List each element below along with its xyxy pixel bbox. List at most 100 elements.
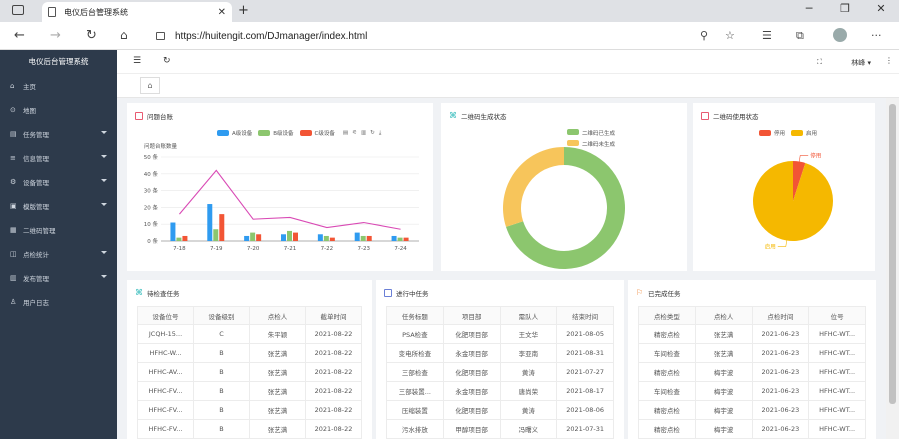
table-row[interactable]: JCQH-15... C 朱平颖 2021-08-22: [137, 324, 362, 344]
sidebar-item-label: 模版管理: [23, 203, 49, 211]
table-row[interactable]: 三部装置... 永金项目部 唐尚荣 2021-08-17: [386, 381, 614, 401]
new-tab-icon[interactable]: +: [238, 3, 249, 18]
legend-a[interactable]: A级设备: [232, 131, 253, 137]
legend-not-generated[interactable]: 二维码未生成: [582, 142, 616, 148]
table-row[interactable]: 污水排放 甲醇项目部 冯曙义 2021-07-31: [386, 419, 614, 439]
browser-tab[interactable]: 电仪后台管理系统 ✕: [42, 2, 232, 22]
table-row[interactable]: 三部检查 化肥项目部 黄涛 2021-07-27: [386, 362, 614, 382]
y-tick-label: 0 条: [147, 237, 158, 245]
legend-c[interactable]: C级设备: [314, 131, 335, 137]
table-cell: HFHC-W...: [137, 343, 194, 363]
tasks-icon: ⌘: [135, 288, 143, 297]
favorite-add-icon[interactable]: ☆: [725, 29, 735, 42]
table-cell: 化肥项目部: [442, 400, 501, 420]
minimize-icon[interactable]: ─: [805, 2, 813, 15]
card-title: ⌘ 二维码生成状态: [449, 111, 507, 122]
qrcode-icon: ▦: [10, 226, 17, 234]
sidebar-item[interactable]: ♙ 用户日志: [0, 290, 117, 314]
collections-icon[interactable]: ⧉: [796, 29, 804, 42]
table-row[interactable]: HFHC-FV... B 张艺满 2021-08-22: [137, 400, 362, 420]
table-row[interactable]: HFHC-W... B 张艺满 2021-08-22: [137, 343, 362, 363]
legend-enabled[interactable]: 启用: [806, 131, 818, 137]
zoom-icon[interactable]: ⚲: [700, 29, 709, 42]
trend-line: [179, 169, 401, 230]
pie-slice: [753, 161, 833, 242]
column-header[interactable]: 任务标题: [386, 306, 444, 325]
url-field[interactable]: https://huitengit.com/DJmanager/index.ht…: [148, 26, 748, 46]
table-row[interactable]: HFHC-FV... B 张艺满 2021-08-22: [137, 419, 362, 439]
close-tab-icon[interactable]: ✕: [217, 6, 226, 18]
table-header-row: 设备位号 设备级别 点检人 截单时间: [137, 306, 362, 325]
column-header[interactable]: 点检人: [249, 306, 306, 325]
table-cell: HFHC-FV...: [137, 400, 194, 420]
legend-b[interactable]: B级设备: [273, 131, 294, 137]
sidebar-item[interactable]: ⊙ 地图: [0, 98, 117, 122]
tab-actions-icon[interactable]: [12, 5, 24, 15]
back-icon[interactable]: ←: [14, 28, 25, 43]
sidebar-item[interactable]: ⌂ 主页: [0, 74, 117, 98]
table-cell: 2021-06-23: [751, 343, 810, 363]
column-header[interactable]: 设备位号: [137, 306, 194, 325]
column-header[interactable]: 点检类型: [638, 306, 696, 325]
column-header[interactable]: 截单时间: [305, 306, 362, 325]
table-cell: 2021-08-22: [305, 343, 362, 363]
page-scrollbar[interactable]: [886, 98, 899, 439]
column-header[interactable]: 结束时间: [556, 306, 614, 325]
fullscreen-icon[interactable]: ⛶: [817, 58, 822, 66]
table-row[interactable]: 精密点检 梅宇波 2021-06-23 HFHC-WT...: [638, 419, 866, 439]
table-row[interactable]: PSA检查 化肥项目部 王文华 2021-08-05: [386, 324, 614, 344]
sidebar-item[interactable]: ▥ 发布管理: [0, 266, 117, 290]
bar: [323, 235, 329, 241]
close-window-icon[interactable]: ✕: [876, 2, 886, 15]
bar: [244, 235, 250, 241]
completed-tasks-card: ⚐ 已完成任务 点检类型 点检人 点检时间 位号 精密点检 张艺满 2021-06-23 HF…: [628, 280, 876, 439]
task-icon: ▤: [10, 130, 17, 138]
ongoing-tasks-card: 进行中任务 任务标题 项目部 需队人 结束时间 PSA检查 化肥项目部 王文华 2021-08…: [376, 280, 624, 439]
chevron-down-icon: [101, 131, 107, 134]
table-cell: 精密点检: [638, 400, 696, 420]
table-row[interactable]: 变电所检查 永金项目部 李亚南 2021-08-31: [386, 343, 614, 363]
restore-icon[interactable]: ❐: [840, 2, 850, 15]
table-cell: 2021-08-22: [305, 400, 362, 420]
y-tick-label: 30 条: [144, 187, 159, 195]
table-row[interactable]: 压缩装置 化肥项目部 黄涛 2021-08-06: [386, 400, 614, 420]
column-header[interactable]: 项目部: [442, 306, 501, 325]
scrollbar-thumb[interactable]: [889, 104, 896, 404]
column-header[interactable]: 需队人: [499, 306, 558, 325]
sidebar-item[interactable]: ▦ 二维码管理: [0, 218, 117, 242]
table-row[interactable]: 车间检查 张艺满 2021-06-23 HFHC-WT...: [638, 343, 866, 363]
sidebar-item[interactable]: ⚙ 设备管理: [0, 170, 117, 194]
sidebar-item[interactable]: ≡ 信息管理: [0, 146, 117, 170]
favorites-icon[interactable]: ☰: [762, 29, 772, 42]
table-row[interactable]: 精密点检 张艺满 2021-06-23 HFHC-WT...: [638, 324, 866, 344]
menu-toggle-icon[interactable]: ☰: [133, 56, 142, 66]
table-row[interactable]: 精密点检 梅宇波 2021-06-23 HFHC-WT...: [638, 362, 866, 382]
sidebar-item[interactable]: ▣ 模版管理: [0, 194, 117, 218]
column-header[interactable]: 位号: [808, 306, 866, 325]
legend-disabled[interactable]: 停用: [774, 131, 786, 137]
table-row[interactable]: HFHC-AV... B 张艺满 2021-08-22: [137, 362, 362, 382]
table-cell: PSA检查: [386, 324, 444, 344]
column-header[interactable]: 点检时间: [751, 306, 810, 325]
sidebar-item[interactable]: ▤ 任务管理: [0, 122, 117, 146]
more-icon[interactable]: ···: [871, 29, 882, 42]
table-row[interactable]: 精密点检 梅宇波 2021-06-23 HFHC-WT...: [638, 400, 866, 420]
legend-generated[interactable]: 二维码已生成: [582, 131, 616, 137]
home-icon[interactable]: ⌂: [120, 28, 128, 42]
sidebar-item[interactable]: ◫ 点检统计: [0, 242, 117, 266]
chart-toolbox-icons[interactable]: ▤⚟▥↻⤓: [342, 129, 386, 136]
refresh-page-icon[interactable]: ↻: [163, 56, 171, 66]
forward-icon[interactable]: →: [50, 28, 61, 43]
table-row[interactable]: HFHC-FV... B 张艺满 2021-08-22: [137, 381, 362, 401]
more-vert-icon[interactable]: ⋮: [885, 56, 893, 65]
table-row[interactable]: 车间检查 梅宇波 2021-06-23 HFHC-WT...: [638, 381, 866, 401]
column-header[interactable]: 设备级别: [193, 306, 250, 325]
user-dropdown[interactable]: 林峰 ▾: [851, 59, 871, 67]
qr-gen-legend: 二维码已生成 二维码未生成: [561, 129, 615, 148]
column-header[interactable]: 点检人: [694, 306, 753, 325]
done-table: 点检类型 点检人 点检时间 位号 精密点检 张艺满 2021-06-23 HFHC-WT...…: [638, 306, 866, 439]
refresh-icon[interactable]: ↻: [86, 28, 97, 43]
home-tag[interactable]: ⌂: [140, 77, 160, 94]
profile-avatar[interactable]: [833, 28, 847, 42]
